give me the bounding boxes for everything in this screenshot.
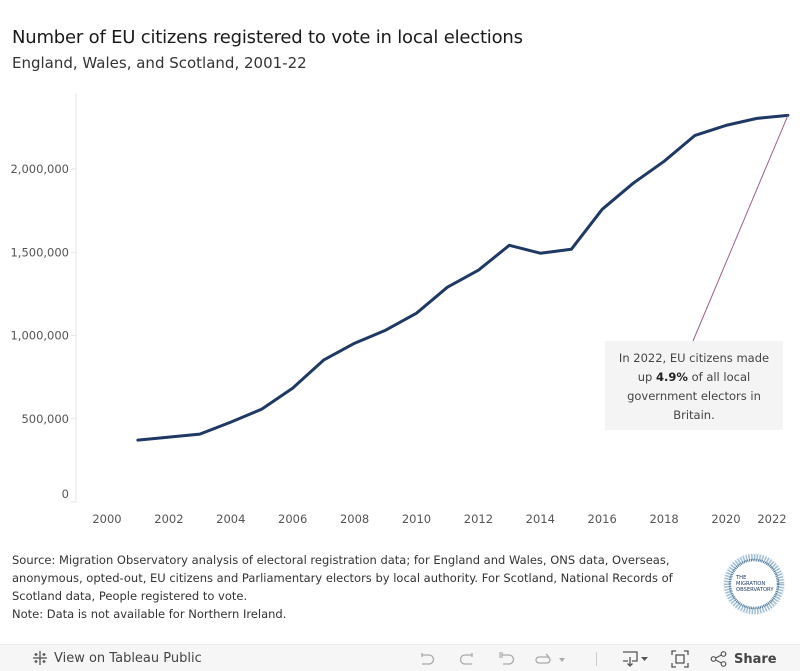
series-line: [136, 113, 790, 442]
logo-line-2: MIGRATION: [736, 581, 765, 587]
logo-line-1: THE: [735, 575, 746, 581]
x-tick-label: 2004: [216, 512, 245, 526]
annotation-highlight: 4.9%: [656, 370, 688, 384]
toolbar-divider: [596, 652, 597, 666]
migration-observatory-logo: THE MIGRATION OBSERVATORY: [722, 552, 786, 616]
share-icon: [710, 651, 727, 667]
fullscreen-icon: [671, 650, 689, 668]
redo-button[interactable]: [458, 649, 476, 669]
x-tick-label: 2022: [757, 512, 786, 526]
note-text: Note: Data is not available for Northern…: [12, 607, 287, 621]
y-tick-label: 0: [62, 487, 69, 501]
tableau-icon: [32, 650, 48, 666]
view-on-tableau-label: View on Tableau Public: [54, 650, 202, 666]
chart-subtitle: England, Wales, and Scotland, 2001-22: [12, 54, 307, 72]
y-tick-label: 1,500,000: [10, 245, 69, 259]
annotation-text: In 2022, EU citizens made up 4.9% of all…: [605, 345, 783, 429]
revert-icon: [499, 652, 515, 665]
annotation-text-after: of all local government electors in Brit…: [627, 370, 761, 422]
tableau-toolbar: View on Tableau Public Share: [0, 644, 800, 671]
x-tick-label: 2000: [92, 512, 121, 526]
revert-button[interactable]: [498, 649, 516, 669]
annotation-box: [605, 341, 783, 430]
x-tick-label: 2010: [402, 512, 431, 526]
x-tick-label: 2002: [154, 512, 183, 526]
y-tick-label: 1,000,000: [10, 329, 69, 343]
undo-icon: [421, 653, 435, 665]
redo-icon: [459, 653, 473, 665]
view-on-tableau-public-link[interactable]: View on Tableau Public: [32, 650, 202, 666]
download-icon: [623, 651, 648, 667]
annotation-pointer-line: [692, 115, 789, 342]
undo-button[interactable]: [418, 649, 436, 669]
refresh-icon: [535, 653, 565, 664]
x-tick-label: 2012: [464, 512, 493, 526]
x-tick-label: 2020: [711, 512, 740, 526]
x-tick-label: 2014: [526, 512, 555, 526]
x-tick-label: 2018: [649, 512, 678, 526]
line-chart: 2000 2002 2004 2006 2008 2010 2012 2014 2016 2018…: [10, 93, 790, 526]
refresh-button[interactable]: [534, 649, 568, 669]
y-tick-label: 2,000,000: [10, 162, 69, 176]
share-button[interactable]: Share: [710, 649, 777, 669]
x-tick-label: 2006: [278, 512, 307, 526]
annotation-text-container: In 2022, EU citizens made up 4.9% of all…: [605, 345, 783, 429]
fullscreen-button[interactable]: [671, 649, 689, 669]
download-button[interactable]: [621, 649, 651, 669]
x-tick-label: 2008: [340, 512, 369, 526]
logo-line-3: OBSERVATORY: [736, 587, 774, 593]
source-text: Source: Migration Observatory analysis o…: [12, 553, 673, 603]
x-tick-label: 2016: [588, 512, 617, 526]
y-tick-label: 500,000: [21, 412, 69, 426]
share-label: Share: [734, 651, 777, 667]
chart-title: Number of EU citizens registered to vote…: [12, 27, 523, 48]
source-note: Source: Migration Observatory analysis o…: [12, 551, 702, 623]
annotation-text-before: In 2022, EU citizens made up: [618, 351, 770, 384]
